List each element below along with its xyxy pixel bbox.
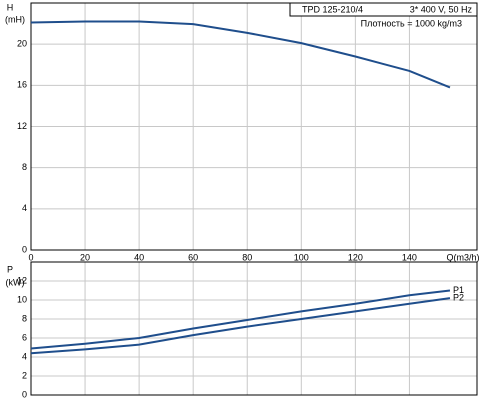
y-tick-label: 12 [17,121,27,131]
y-tick-label: 4 [22,351,27,361]
y-tick-label: 12 [17,275,27,285]
y-tick-label: 4 [22,203,27,213]
y-tick-label: 8 [22,313,27,323]
x-tick-label: 120 [348,252,363,262]
y-tick-label: 10 [17,294,27,304]
x-tick-label: 40 [134,252,144,262]
y-tick-label: 8 [22,162,27,172]
curve [30,297,451,355]
x-axis-label: Q(m3/h) [446,252,479,262]
y-tick-label: 0 [22,389,27,399]
y-tick-label: 20 [17,39,27,49]
curve [30,289,451,350]
y-axis-label: P [7,264,13,274]
note: Плотность = 1000 kg/m3 [361,18,462,28]
info-text: TPD 125-210/4 [302,4,363,14]
x-tick-label: 0 [28,252,33,262]
x-tick-label: 80 [242,252,252,262]
info-box [289,2,478,17]
legend-label: P1 [453,285,464,295]
x-tick-label: 140 [402,252,417,262]
x-tick-label: 60 [188,252,198,262]
x-tick-label: 100 [294,252,309,262]
x-tick-label: 20 [80,252,90,262]
y-tick-label: 0 [22,244,27,254]
y-axis-label: H [7,2,14,12]
plot-frame [30,2,478,251]
y-tick-label: 16 [17,80,27,90]
info-text: 3* 400 V, 50 Hz [410,4,473,14]
y-axis-unit: (mH) [5,14,25,24]
legend-label: P2 [453,292,464,302]
y-tick-label: 2 [22,370,27,380]
y-axis-unit: (kW) [6,277,25,287]
curve [30,20,451,89]
y-tick-label: 6 [22,332,27,342]
plot-frame [30,261,478,396]
